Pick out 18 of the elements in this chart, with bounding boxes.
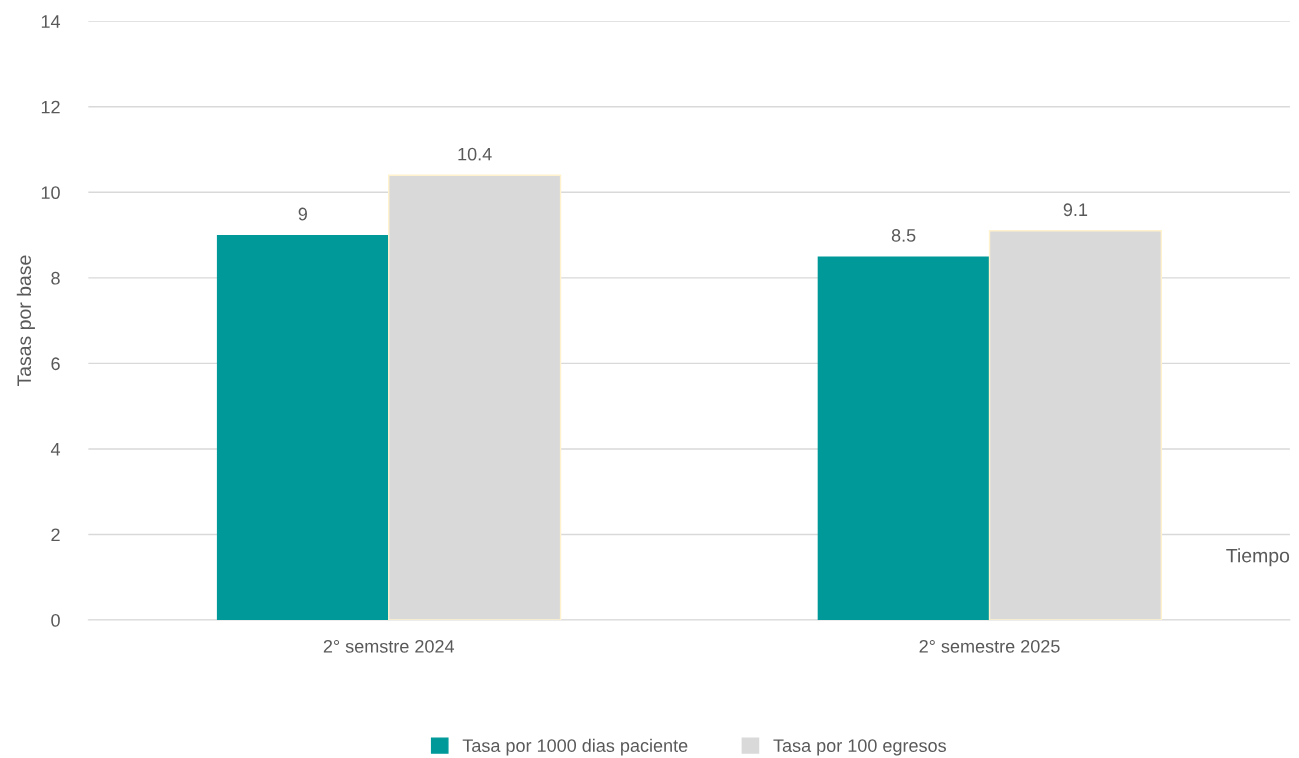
data-label: 9.1 (1063, 203, 1088, 217)
y-tick-label: 8 (51, 271, 60, 285)
y-tick-label: 6 (51, 357, 60, 371)
x-axis-title: Tiempo (1226, 548, 1290, 567)
y-tick-label: 14 (41, 15, 61, 28)
x-tick-label: 2° semestre 2025 (919, 639, 1060, 653)
legend-label: Tasa por 100 egresos (773, 739, 946, 756)
data-label: 10.4 (458, 147, 492, 161)
x-tick-label: 2° semstre 2024 (323, 639, 455, 653)
data-label: 8.5 (891, 229, 916, 242)
data-label: 9 (298, 207, 307, 221)
legend-label: Tasa por 1000 dias paciente (462, 738, 688, 756)
y-tick-label: 2 (51, 528, 60, 542)
y-tick-label: 0 (51, 613, 60, 627)
y-tick-label: 4 (50, 443, 61, 456)
y-tick-label: 10 (41, 186, 60, 200)
y-tick-label: 12 (41, 100, 60, 114)
y-axis-title: Tasas por base (16, 255, 35, 387)
